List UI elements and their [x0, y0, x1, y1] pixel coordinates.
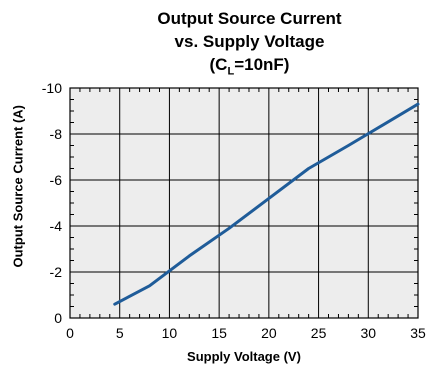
x-tick-label: 20 — [261, 325, 277, 341]
x-tick-label: 10 — [162, 325, 178, 341]
title-prefix: (C — [209, 55, 228, 74]
x-tick-label: 5 — [116, 325, 124, 341]
plot-frame — [69, 87, 419, 319]
y-tick-label: -10 — [42, 80, 62, 96]
chart-title-line-3: (CL=10nF) — [28, 54, 443, 82]
x-tick-label: 30 — [360, 325, 376, 341]
title-suffix: =10nF) — [234, 55, 290, 74]
y-tick-label: -2 — [50, 264, 63, 280]
x-tick-label: 15 — [211, 325, 227, 341]
y-tick-label: -8 — [50, 126, 63, 142]
title-subscript: L — [227, 65, 235, 78]
y-tick-label: -6 — [50, 172, 63, 188]
y-tick-label: 0 — [54, 310, 62, 326]
series-line — [113, 102, 420, 306]
plot-background — [70, 88, 418, 318]
chart-title-line-1: Output Source Current — [157, 9, 342, 28]
x-tick-label: 35 — [410, 325, 426, 341]
x-tick-label: 25 — [311, 325, 327, 341]
y-tick-label: -4 — [50, 218, 63, 234]
x-tick-label: 0 — [66, 325, 74, 341]
x-axis-label: Supply Voltage (V) — [187, 349, 301, 364]
chart-title-line-2: vs. Supply Voltage — [174, 32, 325, 51]
